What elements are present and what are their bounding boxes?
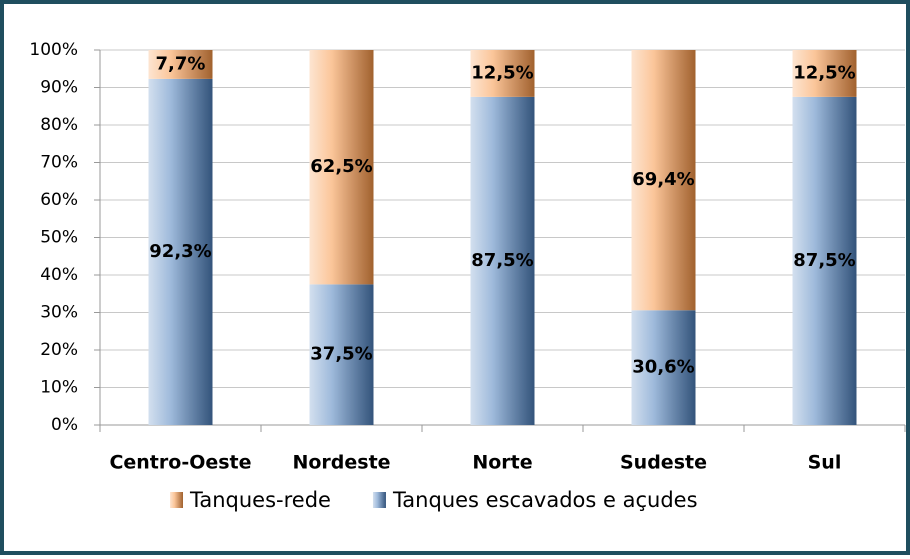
data-label: 30,6% [632, 357, 694, 378]
y-tick-label: 0% [51, 415, 78, 435]
y-tick-label: 10% [40, 378, 78, 398]
legend-label: Tanques-rede [189, 488, 331, 512]
bar-segment [309, 50, 374, 285]
x-tick-label: Norte [472, 452, 532, 474]
data-label: 92,3% [149, 241, 211, 262]
bar-segment [631, 50, 696, 311]
y-tick-label: 100% [29, 40, 78, 60]
y-tick-label: 60% [40, 190, 78, 210]
data-label: 69,4% [632, 169, 694, 190]
y-tick-label: 20% [40, 340, 78, 360]
x-tick-label: Centro-Oeste [109, 452, 251, 474]
bar-segment [309, 284, 374, 425]
x-tick-label: Sudeste [620, 452, 707, 474]
bar-segment [470, 50, 535, 97]
x-tick-label: Nordeste [292, 452, 390, 474]
bar-segment [470, 96, 535, 425]
y-tick-label: 40% [40, 265, 78, 285]
y-tick-label: 80% [40, 115, 78, 135]
bar-segment [792, 96, 857, 425]
y-tick-label: 30% [40, 303, 78, 323]
bar-segment [148, 50, 213, 79]
y-tick-label: 90% [40, 78, 78, 98]
data-label: 37,5% [310, 344, 372, 365]
y-tick-label: 70% [40, 153, 78, 173]
x-tick-label: Sul [808, 452, 842, 474]
legend-swatch [170, 492, 183, 508]
data-label: 12,5% [471, 62, 533, 83]
data-label: 62,5% [310, 156, 372, 177]
bar-segment [631, 310, 696, 425]
bar-segment [792, 50, 857, 97]
data-label: 87,5% [471, 250, 533, 271]
y-tick-label: 50% [40, 228, 78, 248]
legend-label: Tanques escavados e açudes [392, 488, 698, 512]
data-label: 7,7% [156, 53, 206, 74]
data-label: 87,5% [793, 250, 855, 271]
data-label: 12,5% [793, 62, 855, 83]
bar-segment [148, 78, 213, 425]
legend-swatch [372, 492, 386, 508]
